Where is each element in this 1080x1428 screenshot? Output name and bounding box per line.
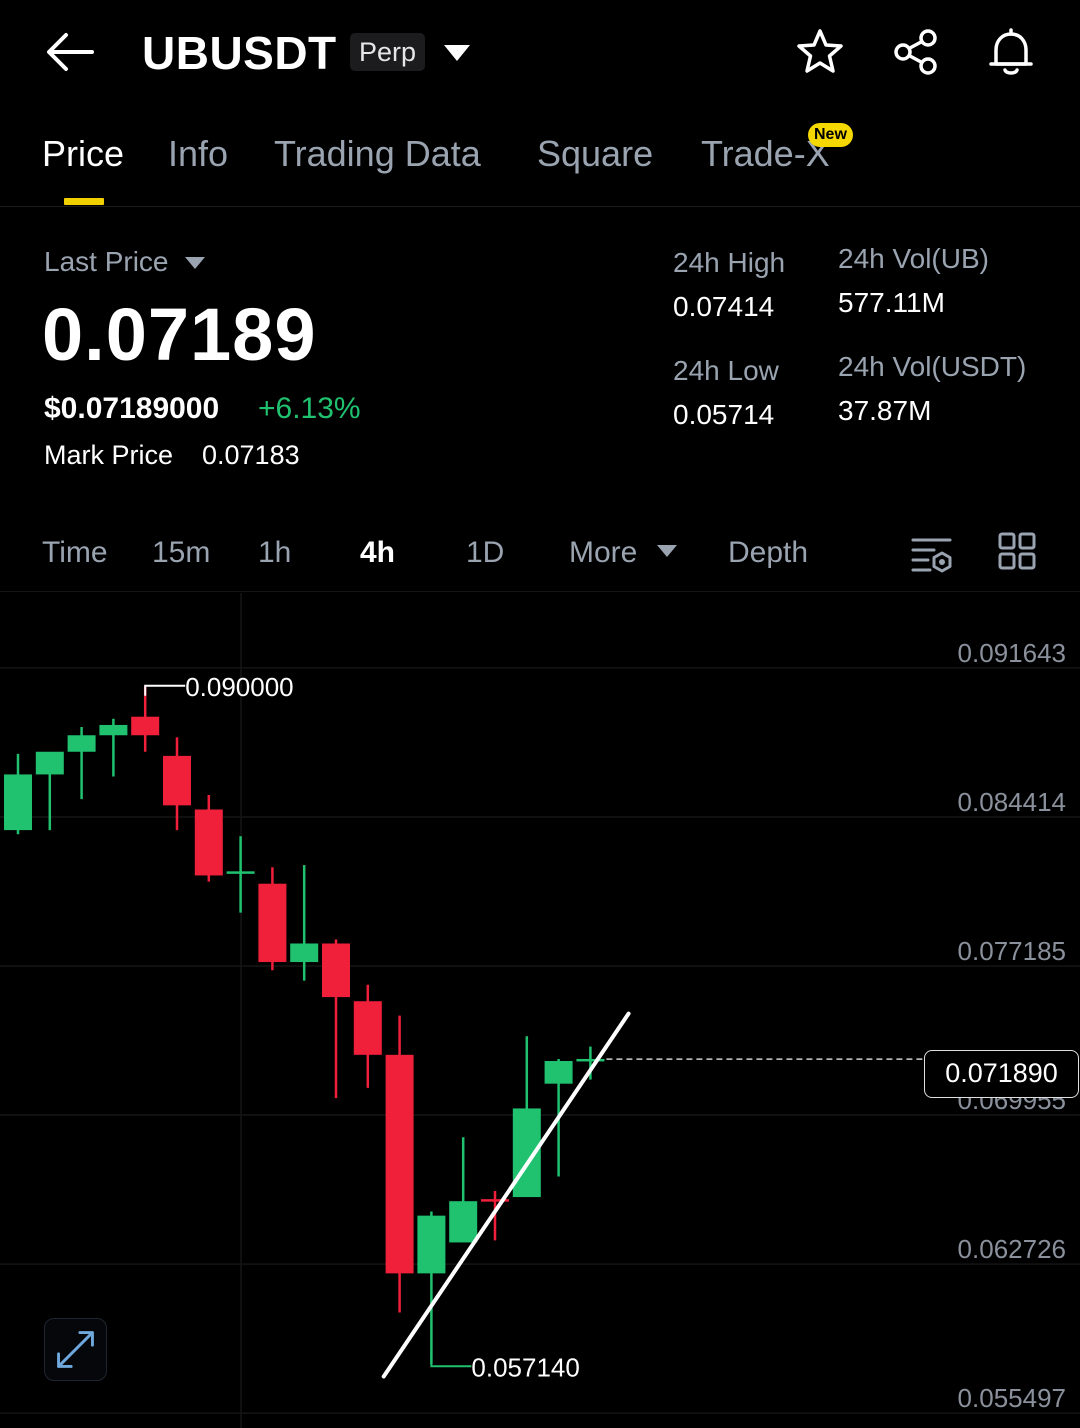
section-tabs: Price Info Trading Data Square Trade-X [0, 105, 1080, 207]
min-price-marker-label: 0.057140 [471, 1352, 579, 1382]
vol-ub-label: 24h Vol(UB) [838, 243, 989, 274]
new-badge: New [808, 123, 853, 147]
usd-price-value: $0.07189000 [44, 392, 220, 425]
timeframe-15m[interactable]: 15m [152, 536, 211, 569]
tab-price[interactable]: Price [42, 133, 125, 174]
timeframe-4h[interactable]: 4h [360, 536, 396, 569]
caret-down-icon[interactable] [184, 256, 206, 270]
candle-body [353, 1001, 382, 1055]
current-price-tag: 0.071890 [924, 1050, 1079, 1098]
candle-body [258, 883, 287, 963]
star-icon[interactable] [794, 26, 846, 78]
caret-down-icon[interactable] [656, 544, 678, 558]
last-price-label[interactable]: Last Price [44, 246, 169, 277]
candle-body [544, 1061, 573, 1084]
timeframe-depth[interactable]: Depth [728, 536, 809, 569]
high-24h-value: 0.07414 [673, 291, 775, 322]
high-24h-label: 24h High [673, 247, 786, 278]
arrow-left-icon[interactable] [44, 30, 96, 74]
candle-body [226, 871, 255, 874]
vol-usdt-value: 37.87M [838, 395, 932, 426]
active-tab-indicator [64, 198, 104, 205]
bell-icon[interactable] [985, 26, 1037, 78]
y-tick-label: 0.077185 [958, 936, 1066, 966]
price-change-percent: +6.13% [258, 392, 361, 425]
candle-body [35, 751, 64, 775]
tab-square[interactable]: Square [537, 133, 654, 174]
vol-usdt-label: 24h Vol(USDT) [838, 351, 1027, 382]
y-tick-label: 0.084414 [958, 787, 1066, 817]
candle-body [576, 1058, 605, 1062]
candle-body [194, 809, 223, 876]
timeframe-1d[interactable]: 1D [466, 536, 505, 569]
candle-body [417, 1215, 446, 1274]
candle-body [163, 755, 191, 806]
candle-body [322, 943, 350, 998]
candle-body [131, 716, 160, 736]
timeframe-more[interactable]: More [569, 536, 638, 569]
contract-type-badge: Perp [350, 33, 426, 71]
y-tick-label: 0.062726 [958, 1234, 1066, 1264]
timeframe-time[interactable]: Time [42, 536, 108, 569]
candlestick-chart[interactable]: 0.0916430.0844140.0771850.0699550.062726… [0, 593, 1080, 1428]
vol-ub-value: 577.11M [838, 287, 945, 318]
candle-body [481, 1199, 509, 1202]
low-24h-value: 0.05714 [673, 399, 775, 430]
top-bar: UBUSDT Perp [0, 0, 1080, 105]
tab-info[interactable]: Info [168, 133, 229, 174]
share-icon[interactable] [890, 26, 942, 78]
y-tick-label: 0.091643 [958, 638, 1066, 668]
mark-price-label: Mark Price [44, 440, 174, 470]
candle-body [385, 1054, 414, 1274]
last-price-value: 0.07189 [42, 293, 317, 376]
max-price-marker-label: 0.090000 [185, 672, 293, 702]
max-price-marker-line [144, 684, 186, 696]
timeframe-bar: Time 15m 1h 4h 1D More Depth [0, 520, 1080, 592]
min-price-marker-line [430, 1353, 472, 1368]
candle-body [449, 1201, 478, 1243]
low-24h-label: 24h Low [673, 355, 779, 386]
trendline-drawing [381, 1011, 631, 1379]
y-tick-label: 0.055497 [958, 1383, 1066, 1413]
expand-icon[interactable] [44, 1318, 107, 1381]
indicator-settings-icon[interactable] [910, 532, 954, 576]
candle-body [99, 724, 128, 736]
candle-body [4, 774, 32, 831]
mark-price-value: 0.07183 [202, 440, 300, 470]
layout-grid-icon[interactable] [997, 531, 1037, 571]
timeframe-1h[interactable]: 1h [258, 536, 292, 569]
symbol-title[interactable]: UBUSDT [142, 27, 337, 79]
candle-body [290, 943, 319, 963]
candle-body [67, 735, 96, 752]
caret-down-icon[interactable] [442, 42, 472, 64]
tab-trading-data[interactable]: Trading Data [274, 133, 481, 174]
